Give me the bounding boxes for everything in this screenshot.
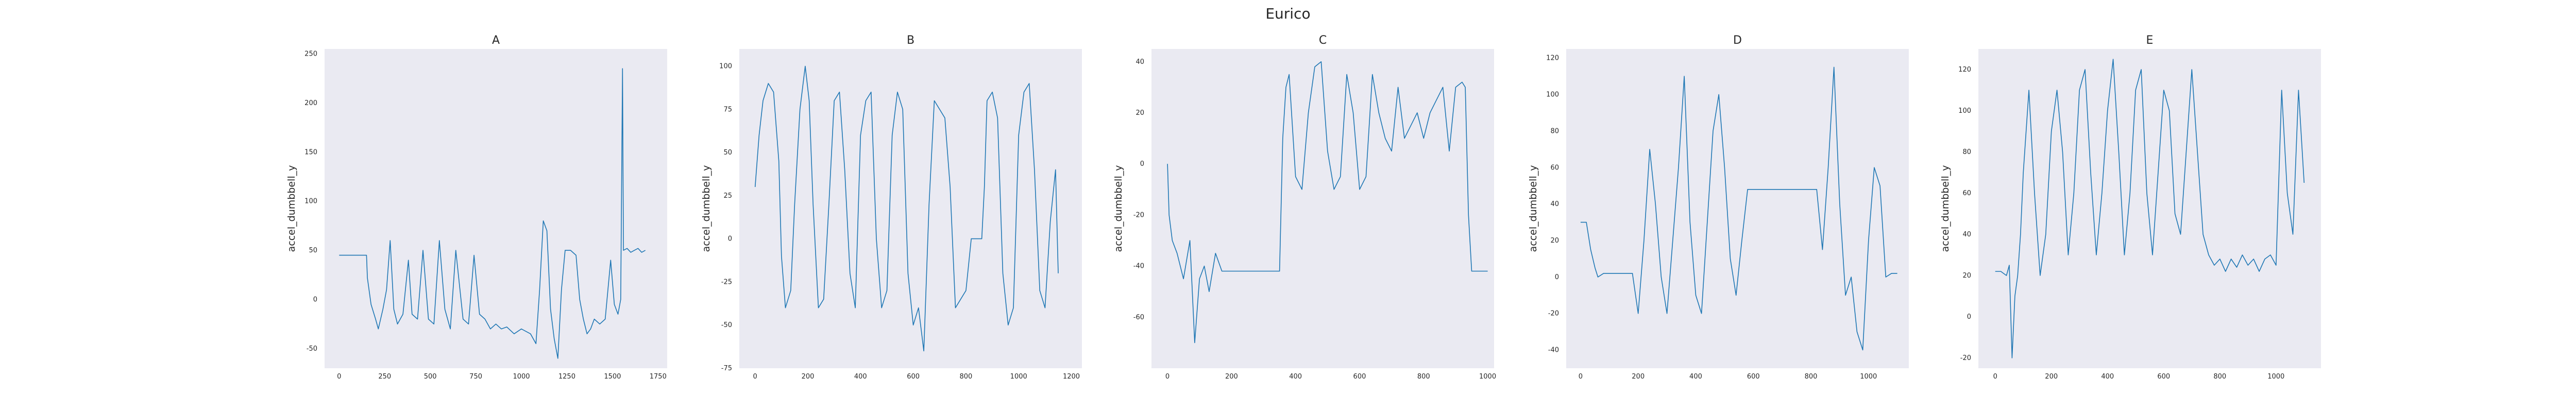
y-axis-label: accel_dumbbell_y xyxy=(1113,165,1124,252)
y-tick-label: 200 xyxy=(304,99,317,107)
y-tick-label: 20 xyxy=(1550,237,1559,245)
y-tick-label: 60 xyxy=(1550,164,1559,171)
subplot-title: C xyxy=(1319,34,1327,47)
plot-area xyxy=(1151,49,1494,368)
x-tick-label: 600 xyxy=(907,373,920,381)
y-axis-label: accel_dumbbell_y xyxy=(701,165,712,252)
series-line xyxy=(1167,61,1488,344)
y-tick-label: 100 xyxy=(304,198,317,205)
x-tick-label: 400 xyxy=(1689,373,1702,381)
x-tick-label: 500 xyxy=(424,373,437,381)
y-tick-label: 0 xyxy=(728,235,732,243)
x-tick-label: 1000 xyxy=(1860,373,1877,381)
y-axis-label: accel_dumbbell_y xyxy=(1528,165,1539,252)
x-tick-label: 0 xyxy=(1579,373,1583,381)
x-tick-label: 800 xyxy=(1417,373,1430,381)
x-tick-label: 400 xyxy=(2101,373,2114,381)
x-tick-label: 200 xyxy=(1632,373,1645,381)
y-tick-label: 120 xyxy=(1546,55,1559,62)
x-tick-label: 200 xyxy=(802,373,815,381)
y-tick-label: 0 xyxy=(1140,160,1144,168)
figure-title: Eurico xyxy=(1265,5,1311,22)
y-tick-label: -60 xyxy=(1133,314,1144,321)
y-tick-label: 0 xyxy=(1555,273,1559,281)
y-tick-label: 40 xyxy=(1136,58,1144,66)
x-tick-label: 600 xyxy=(1747,373,1760,381)
y-tick-label: 150 xyxy=(304,148,317,156)
y-tick-label: 100 xyxy=(1958,107,1971,115)
x-tick-label: 250 xyxy=(378,373,391,381)
y-tick-label: -20 xyxy=(1548,310,1559,318)
x-tick-label: 0 xyxy=(1993,373,1997,381)
y-tick-label: 20 xyxy=(1136,109,1144,117)
x-tick-label: 1000 xyxy=(513,373,530,381)
subplot-title: D xyxy=(1733,34,1742,47)
y-tick-label: -50 xyxy=(721,321,732,329)
x-tick-label: 0 xyxy=(753,373,757,381)
x-tick-label: 0 xyxy=(1165,373,1170,381)
y-tick-label: 50 xyxy=(309,247,317,254)
x-tick-label: 750 xyxy=(469,373,482,381)
x-tick-label: 800 xyxy=(2213,373,2226,381)
x-tick-label: 0 xyxy=(337,373,341,381)
x-tick-label: 1250 xyxy=(558,373,575,381)
y-tick-label: 100 xyxy=(1546,91,1559,99)
y-tick-label: 40 xyxy=(1550,200,1559,208)
x-tick-label: 600 xyxy=(1353,373,1366,381)
plot-area xyxy=(1566,49,1909,368)
x-tick-label: 1200 xyxy=(1063,373,1080,381)
x-tick-label: 600 xyxy=(2157,373,2170,381)
y-axis-label: accel_dumbbell_y xyxy=(1940,165,1951,252)
x-tick-label: 800 xyxy=(960,373,973,381)
y-tick-label: -20 xyxy=(1960,354,1971,362)
series-line xyxy=(1580,66,1897,351)
y-tick-label: -20 xyxy=(1133,211,1144,219)
subplot-title: B xyxy=(907,34,914,47)
plot-area xyxy=(739,49,1082,368)
y-tick-label: 80 xyxy=(1962,148,1971,156)
y-tick-label: 120 xyxy=(1958,66,1971,74)
y-tick-label: 75 xyxy=(723,106,732,113)
y-tick-label: -25 xyxy=(721,278,732,286)
y-tick-label: 40 xyxy=(1962,231,1971,238)
x-tick-label: 1750 xyxy=(650,373,667,381)
y-tick-label: 0 xyxy=(313,296,317,303)
series-line xyxy=(1995,59,2305,358)
series-line xyxy=(754,65,1059,352)
y-tick-label: -40 xyxy=(1548,347,1559,354)
y-tick-label: -50 xyxy=(307,345,317,353)
y-tick-label: 60 xyxy=(1962,190,1971,197)
x-tick-label: 1000 xyxy=(1479,373,1496,381)
x-tick-label: 1000 xyxy=(1010,373,1027,381)
y-tick-label: 250 xyxy=(304,50,317,58)
y-tick-label: -40 xyxy=(1133,263,1144,270)
x-tick-label: 200 xyxy=(1225,373,1238,381)
subplot-title: A xyxy=(492,34,500,47)
subplot-title: E xyxy=(2146,34,2154,47)
y-tick-label: 80 xyxy=(1550,127,1559,135)
x-tick-label: 1000 xyxy=(2267,373,2284,381)
x-tick-label: 400 xyxy=(1289,373,1302,381)
x-tick-label: 400 xyxy=(854,373,867,381)
x-tick-label: 800 xyxy=(1805,373,1818,381)
y-tick-label: -75 xyxy=(721,365,732,372)
plot-area xyxy=(1978,49,2321,368)
y-tick-label: 0 xyxy=(1967,313,1971,321)
y-tick-label: 50 xyxy=(723,149,732,157)
series-line xyxy=(339,68,646,359)
x-tick-label: 200 xyxy=(2045,373,2058,381)
y-axis-label: accel_dumbbell_y xyxy=(286,165,297,252)
y-tick-label: 25 xyxy=(723,192,732,200)
y-tick-label: 100 xyxy=(719,63,732,71)
y-tick-label: 20 xyxy=(1962,272,1971,280)
x-tick-label: 1500 xyxy=(604,373,621,381)
